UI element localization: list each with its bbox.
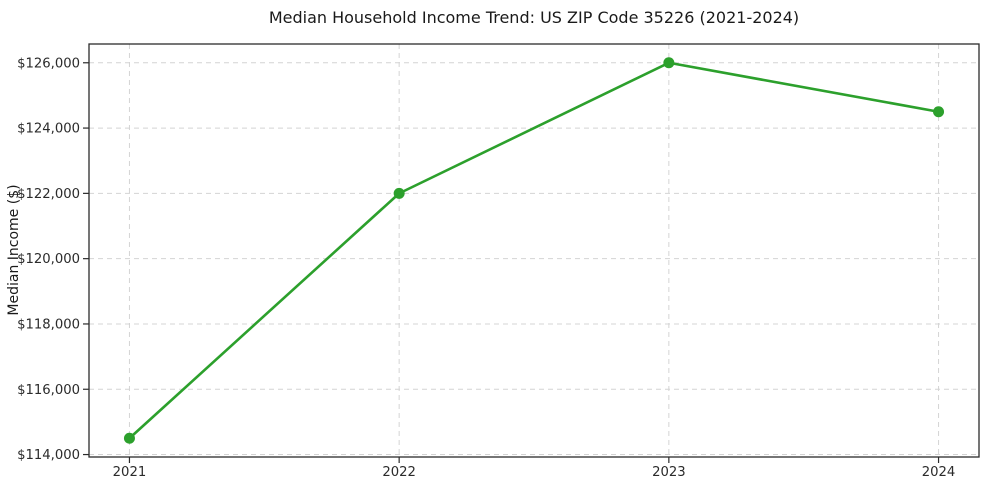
tick-labels: $114,000 $116,000 $118,000 $120,000 $122,000… [17,56,955,480]
x-tick-label: 2021 [113,465,147,480]
y-tick-label: $124,000 [17,122,80,137]
data-point [663,57,675,69]
trend-line [128,61,940,440]
axis-ticks [83,62,940,463]
data-point [123,432,135,444]
y-tick-label: $114,000 [17,448,80,463]
y-tick-label: $116,000 [17,383,80,398]
axes-spines [88,43,980,458]
grid-lines [89,44,979,457]
y-tick-label: $126,000 [17,56,80,71]
chart-title: Median Household Income Trend: US ZIP Co… [268,8,800,27]
x-tick-label: 2022 [382,465,416,480]
y-tick-label: $122,000 [17,187,80,202]
y-tick-label: $120,000 [17,252,80,267]
x-tick-label: 2024 [922,465,956,480]
data-series [123,57,945,444]
data-point [393,187,405,199]
x-tick-label: 2023 [652,465,686,480]
plot-border [88,43,980,458]
y-tick-label: $118,000 [17,317,80,332]
data-point [933,106,945,118]
